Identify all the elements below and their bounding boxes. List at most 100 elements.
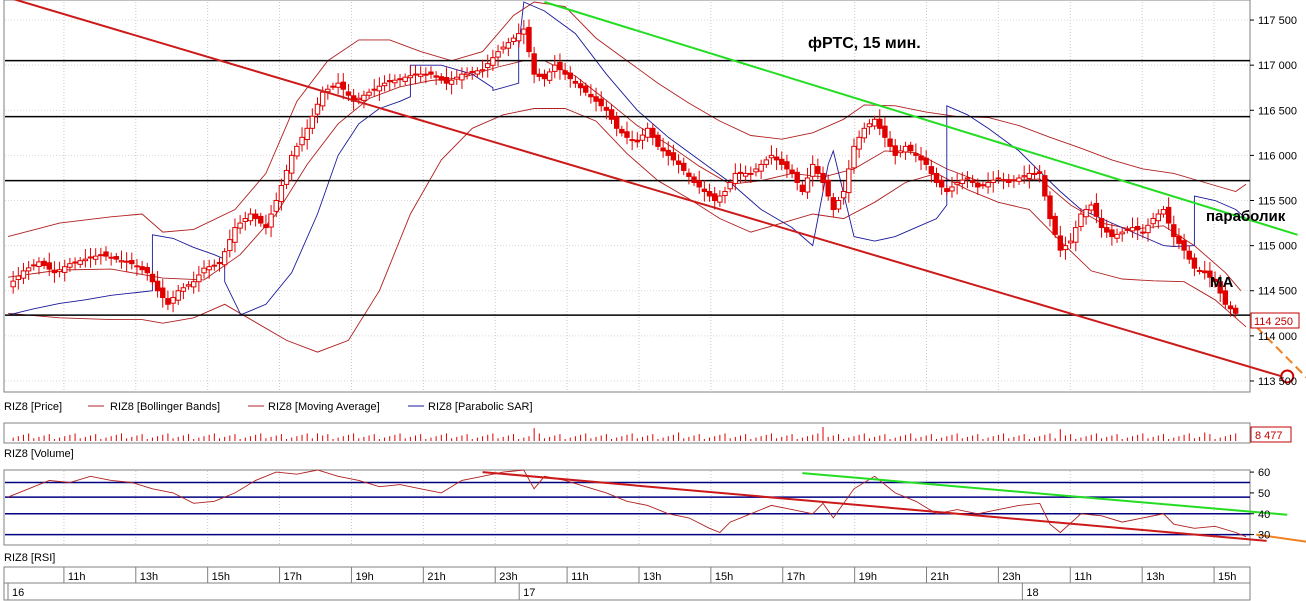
candle-body	[211, 264, 218, 267]
candle-body	[923, 157, 929, 165]
candle-body	[129, 260, 135, 265]
price-ytick-label: 114 500	[1258, 286, 1297, 298]
time-label: 15h	[715, 571, 733, 583]
candle-body	[846, 168, 852, 194]
rsi-forecast-arrow	[1256, 533, 1306, 543]
candle-body	[51, 269, 58, 274]
target-marker	[1280, 369, 1295, 384]
candle-body	[407, 75, 414, 79]
candle-body	[25, 267, 32, 272]
candle-body	[1176, 235, 1182, 244]
candle-body	[779, 158, 785, 165]
candle-body	[258, 215, 264, 224]
candle-body	[748, 172, 754, 175]
price-ytick-label: 113 500	[1258, 376, 1297, 388]
candle-body	[717, 195, 723, 203]
candle-body	[402, 76, 408, 82]
candle-body	[980, 184, 986, 187]
candle-body	[1196, 269, 1203, 272]
candle-body	[232, 227, 238, 243]
candle-body	[562, 70, 568, 75]
candle-body	[469, 70, 475, 73]
candle-body	[165, 298, 171, 305]
time-label: 23h	[499, 571, 517, 583]
candle-body	[1129, 227, 1136, 232]
candle-body	[1062, 245, 1069, 251]
candle-body	[634, 139, 641, 143]
candle-body	[1212, 278, 1218, 283]
candle-body	[908, 144, 914, 152]
candle-body	[185, 284, 192, 287]
candle-body	[810, 163, 816, 177]
candle-body	[1088, 204, 1094, 211]
rsi-line-path	[7, 469, 1247, 538]
candle-body	[1119, 231, 1125, 235]
candle-body	[856, 136, 862, 150]
candle-body	[583, 85, 589, 93]
candle-body	[10, 280, 16, 288]
candle-body	[861, 127, 867, 139]
candle-body	[1006, 179, 1012, 183]
candle-body	[123, 260, 130, 263]
candle-body	[454, 76, 460, 80]
candle-body	[825, 179, 831, 197]
legend-price: RIZ8 [Price]	[4, 401, 62, 413]
candle-body	[154, 280, 161, 292]
candle-body	[392, 79, 398, 84]
candle-body	[490, 57, 496, 66]
candle-body	[1145, 224, 1151, 234]
candle-body	[727, 181, 733, 190]
price-ytick-label: 115 000	[1258, 241, 1297, 253]
candle-body	[361, 94, 367, 101]
candle-body	[918, 155, 924, 161]
candle-body	[732, 172, 739, 185]
candle-body	[830, 197, 837, 211]
candle-body	[1124, 228, 1131, 231]
candle-body	[789, 169, 795, 174]
candle-body	[56, 269, 63, 273]
candle-body	[701, 188, 708, 192]
candle-body	[397, 78, 403, 81]
legend-bollinger: RIZ8 [Bollinger Bands]	[110, 401, 220, 413]
candle-body	[1011, 179, 1017, 182]
candle-body	[681, 162, 687, 171]
candle-body	[954, 181, 960, 185]
candle-body	[206, 266, 212, 271]
candle-body	[619, 128, 625, 134]
candle-body	[588, 93, 594, 98]
candle-body	[201, 267, 207, 274]
rsi-trend-red	[482, 471, 1267, 542]
candle-body	[252, 213, 259, 220]
candle-body	[567, 72, 573, 80]
time-label: 13h	[1146, 571, 1164, 583]
candle-body	[15, 275, 22, 280]
candle-body	[113, 256, 120, 260]
time-label: 21h	[931, 571, 949, 583]
candle-body	[98, 254, 104, 257]
trend-line-red	[12, 0, 1283, 378]
candle-body	[289, 154, 295, 174]
candle-body	[1031, 172, 1038, 175]
rsi-label: RIZ8 [RSI]	[4, 552, 55, 564]
candle-body	[1052, 215, 1058, 235]
candle-body	[944, 188, 950, 192]
candle-body	[670, 152, 677, 161]
candle-body	[1109, 229, 1115, 238]
candle-body	[283, 169, 290, 185]
candle-body	[995, 177, 1002, 180]
candle-body	[381, 82, 388, 87]
candle-body	[1073, 227, 1079, 243]
price-ytick-label: 114 000	[1258, 331, 1297, 343]
candle-body	[1078, 213, 1084, 227]
rsi-panel: 30 40 50 60 RIZ8 [RSI]	[3, 467, 1306, 564]
candle-body	[1016, 177, 1022, 182]
candle-body	[371, 88, 377, 91]
candle-body	[526, 26, 532, 53]
candle-body	[82, 258, 89, 262]
candle-body	[474, 70, 481, 75]
candle-body	[299, 136, 305, 146]
candle-body	[485, 63, 491, 69]
candle-body	[949, 186, 955, 192]
time-label: 19h	[859, 571, 877, 583]
candle-body	[753, 168, 759, 173]
